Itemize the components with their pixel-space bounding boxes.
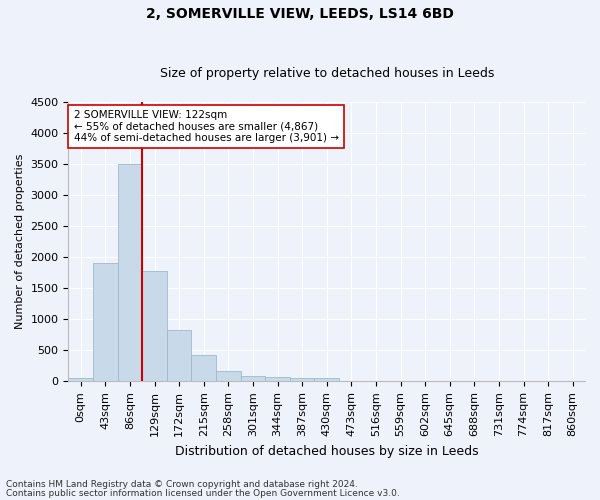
Text: 2, SOMERVILLE VIEW, LEEDS, LS14 6BD: 2, SOMERVILLE VIEW, LEEDS, LS14 6BD: [146, 8, 454, 22]
Bar: [314, 378, 339, 382]
Bar: [265, 377, 290, 382]
Text: 2 SOMERVILLE VIEW: 122sqm
← 55% of detached houses are smaller (4,867)
44% of se: 2 SOMERVILLE VIEW: 122sqm ← 55% of detac…: [74, 110, 338, 143]
Bar: [93, 263, 118, 382]
Bar: [290, 378, 314, 382]
X-axis label: Distribution of detached houses by size in Leeds: Distribution of detached houses by size …: [175, 444, 479, 458]
Y-axis label: Number of detached properties: Number of detached properties: [15, 154, 25, 329]
Text: Contains public sector information licensed under the Open Government Licence v3: Contains public sector information licen…: [6, 488, 400, 498]
Title: Size of property relative to detached houses in Leeds: Size of property relative to detached ho…: [160, 66, 494, 80]
Bar: [191, 354, 216, 382]
Bar: [167, 330, 191, 382]
Bar: [216, 372, 241, 382]
Bar: [241, 376, 265, 382]
Text: Contains HM Land Registry data © Crown copyright and database right 2024.: Contains HM Land Registry data © Crown c…: [6, 480, 358, 489]
Bar: [118, 164, 142, 382]
Bar: [68, 378, 93, 382]
Bar: [142, 270, 167, 382]
